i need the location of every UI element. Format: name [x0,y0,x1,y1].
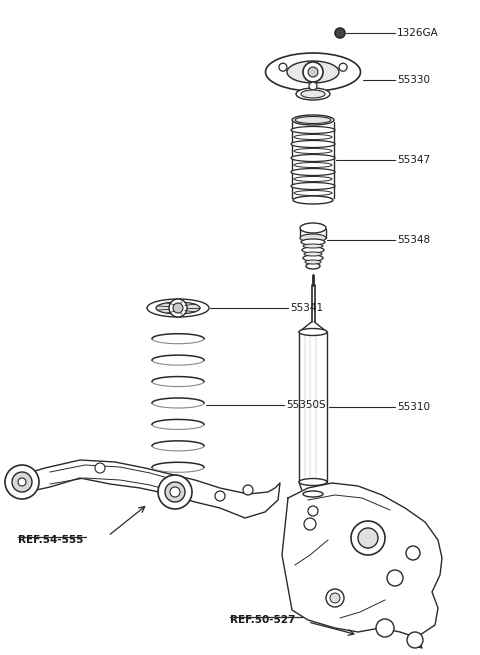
Ellipse shape [299,329,327,335]
Circle shape [358,528,378,548]
Circle shape [170,487,180,497]
Ellipse shape [292,115,334,125]
Text: 55348: 55348 [397,235,430,245]
Ellipse shape [306,263,320,269]
Ellipse shape [293,196,333,204]
Ellipse shape [296,88,330,100]
Ellipse shape [300,234,326,242]
Text: 55350S: 55350S [286,400,325,410]
Bar [300,498,320,516]
Circle shape [12,472,32,492]
Circle shape [309,82,317,90]
Ellipse shape [287,61,339,83]
Ellipse shape [299,479,327,485]
Text: 55330: 55330 [397,75,430,85]
Circle shape [18,478,26,486]
Text: 55341: 55341 [290,303,323,313]
Text: REF.54-555: REF.54-555 [18,535,84,545]
Ellipse shape [304,252,322,256]
Ellipse shape [294,149,332,153]
Circle shape [308,67,318,77]
Bar [303,504,323,518]
Circle shape [279,64,287,71]
Circle shape [326,589,344,607]
Circle shape [303,62,323,82]
Circle shape [339,64,347,71]
Polygon shape [282,483,442,648]
Ellipse shape [147,299,209,317]
Circle shape [406,546,420,560]
Circle shape [5,465,39,499]
Ellipse shape [301,90,325,98]
Ellipse shape [294,176,332,181]
Ellipse shape [301,239,325,245]
Ellipse shape [305,260,321,264]
Ellipse shape [156,302,200,314]
Circle shape [169,299,187,317]
Ellipse shape [291,141,335,147]
Circle shape [330,593,340,603]
Circle shape [407,632,423,648]
Circle shape [387,570,403,586]
Text: 1326GA: 1326GA [397,28,439,38]
Text: 55310: 55310 [397,402,430,412]
Ellipse shape [291,126,335,134]
Ellipse shape [303,491,323,497]
Circle shape [304,518,316,530]
Ellipse shape [294,162,332,168]
Circle shape [243,485,253,495]
Ellipse shape [302,247,324,253]
Ellipse shape [300,223,326,233]
Ellipse shape [303,255,323,261]
Circle shape [335,28,345,38]
Circle shape [158,475,192,509]
Ellipse shape [294,191,332,195]
Ellipse shape [291,168,335,176]
Circle shape [308,506,318,516]
Circle shape [215,491,225,501]
Ellipse shape [265,53,360,91]
Circle shape [95,463,105,473]
Ellipse shape [303,244,323,248]
Circle shape [173,303,183,313]
Circle shape [351,521,385,555]
Circle shape [376,619,394,637]
Polygon shape [18,460,280,518]
Circle shape [165,482,185,502]
Ellipse shape [291,183,335,189]
Ellipse shape [295,117,331,124]
Ellipse shape [294,134,332,140]
Ellipse shape [291,155,335,162]
Text: REF.50-527: REF.50-527 [230,615,295,625]
Text: 55347: 55347 [397,155,430,165]
